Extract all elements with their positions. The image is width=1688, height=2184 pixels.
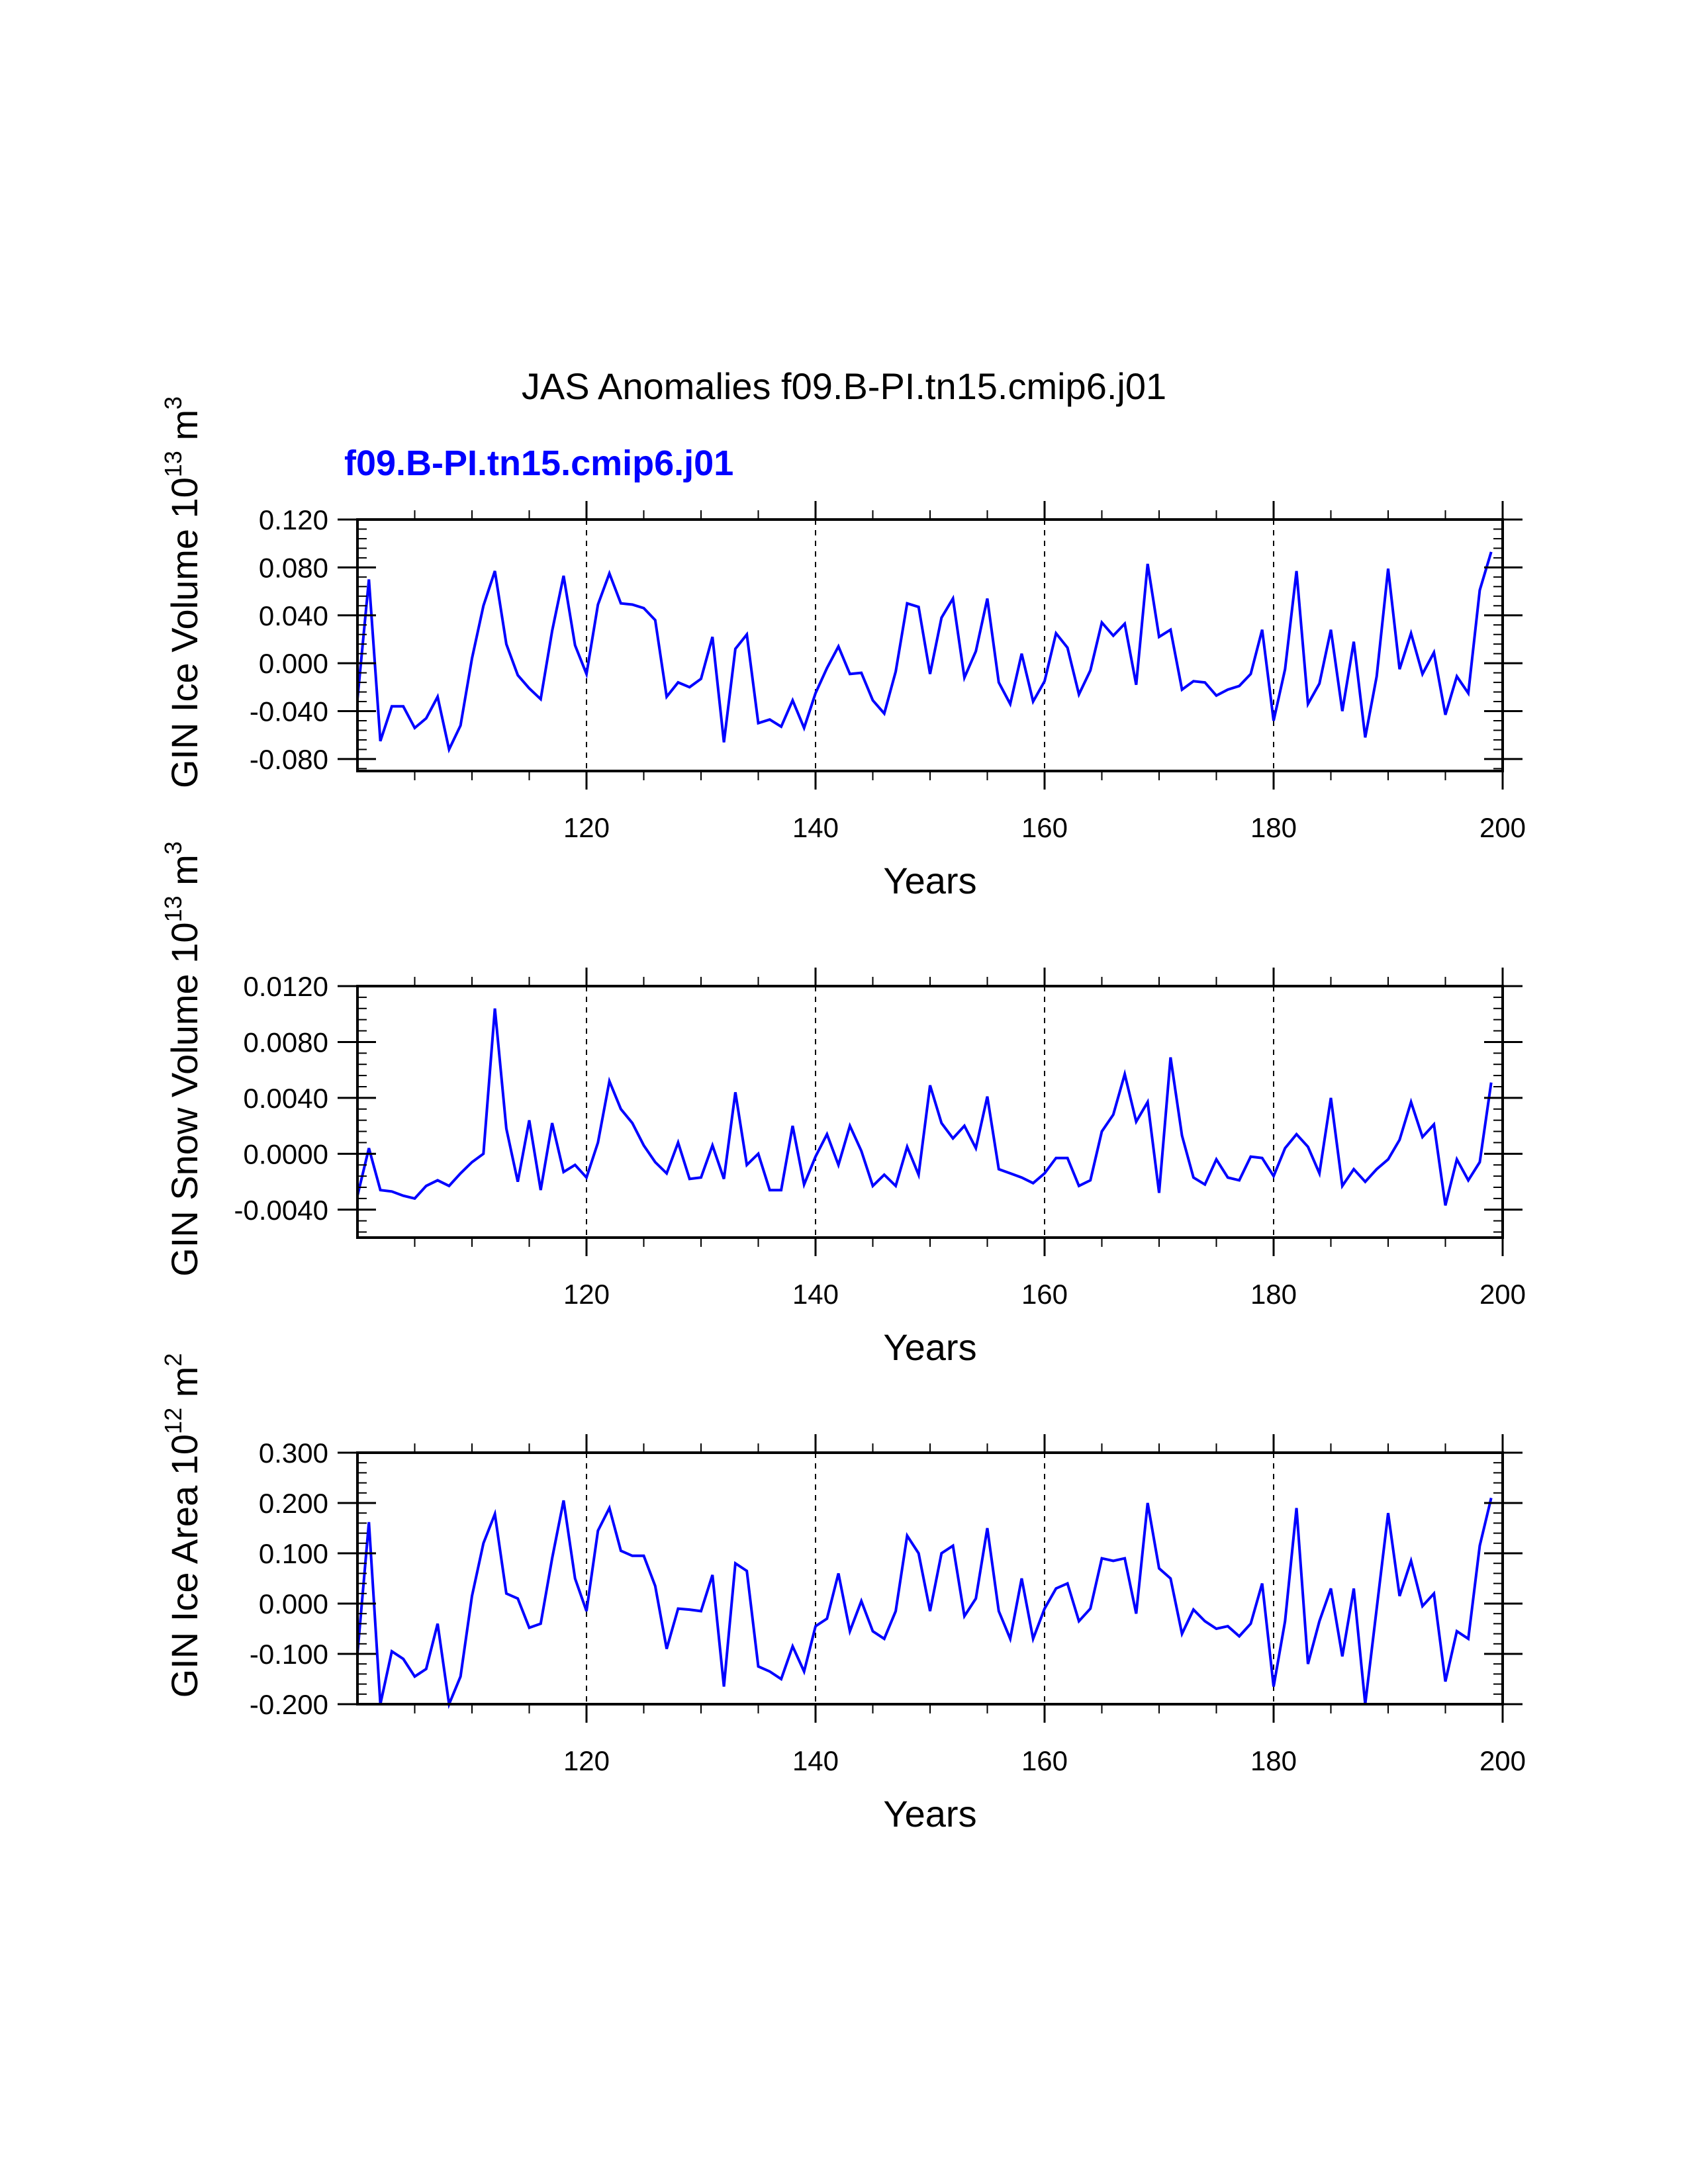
panels: -0.080 -0.040 0.000 0.040 0.080 0.120 120 140 16…: [160, 396, 1526, 1835]
y-tick-label: 0.040: [259, 600, 328, 631]
y-tick-label: 0.200: [259, 1488, 328, 1519]
y-tick-label: 0.300: [259, 1437, 328, 1469]
plot-frame: [356, 985, 1504, 1239]
y-tick-label: 0.000: [259, 648, 328, 679]
x-tick-label: 140: [792, 1745, 839, 1776]
y-tick-label: 0.120: [259, 504, 328, 535]
x-tick-label: 120: [563, 1279, 610, 1310]
x-tick-label: 180: [1250, 812, 1297, 843]
x-tick-label: 200: [1479, 812, 1526, 843]
y-tick-label: 0.000: [259, 1588, 328, 1619]
plot-frame: [356, 1451, 1504, 1706]
panel-2: -0.0040 0.0000 0.0040 0.0080 0.0120 120 140 160…: [160, 841, 1526, 1368]
y-axis-label: GIN Ice Volume 1013 m3: [160, 396, 205, 788]
main-title: JAS Anomalies f09.B-PI.tn15.cmip6.j01: [522, 365, 1166, 407]
y-tick-label: -0.100: [250, 1639, 328, 1670]
x-tick-label: 160: [1021, 1745, 1068, 1776]
y-tick-label: -0.080: [250, 744, 328, 775]
y-tick-label: 0.0000: [244, 1138, 328, 1169]
x-tick-label: 120: [563, 812, 610, 843]
y-tick-label: -0.0040: [234, 1195, 328, 1226]
x-tick-label: 140: [792, 1279, 839, 1310]
y-tick-label: 0.0120: [244, 971, 328, 1002]
series-line: [356, 1008, 1493, 1206]
x-axis-label: Years: [883, 1326, 976, 1368]
x-tick-label: 200: [1479, 1745, 1526, 1776]
y-tick-label: 0.080: [259, 552, 328, 583]
case-subtitle: f09.B-PI.tn15.cmip6.j01: [344, 443, 733, 483]
y-tick-label: 0.100: [259, 1538, 328, 1569]
panel-1: -0.080 -0.040 0.000 0.040 0.080 0.120 120 140 16…: [160, 396, 1526, 901]
x-axis-label: Years: [883, 860, 976, 901]
plot-frame: [356, 518, 1504, 772]
y-axis-label: GIN Ice Area 1012 m2: [160, 1353, 205, 1698]
x-tick-label: 140: [792, 812, 839, 843]
x-axis-label: Years: [883, 1793, 976, 1835]
series-line: [356, 1497, 1493, 1709]
y-tick-label: 0.0080: [244, 1026, 328, 1058]
y-tick-label: 0.0040: [244, 1083, 328, 1114]
panel-3: -0.200 -0.100 0.000 0.100 0.200 0.300 120 140 16…: [160, 1353, 1526, 1835]
y-tick-label: -0.040: [250, 696, 328, 727]
x-tick-label: 160: [1021, 812, 1068, 843]
series-line: [356, 551, 1493, 754]
x-tick-label: 180: [1250, 1745, 1297, 1776]
y-tick-label: -0.200: [250, 1689, 328, 1720]
y-axis-label: GIN Snow Volume 1013 m3: [160, 841, 205, 1277]
x-tick-label: 200: [1479, 1279, 1526, 1310]
x-tick-label: 160: [1021, 1279, 1068, 1310]
x-tick-label: 120: [563, 1745, 610, 1776]
x-tick-label: 180: [1250, 1279, 1297, 1310]
